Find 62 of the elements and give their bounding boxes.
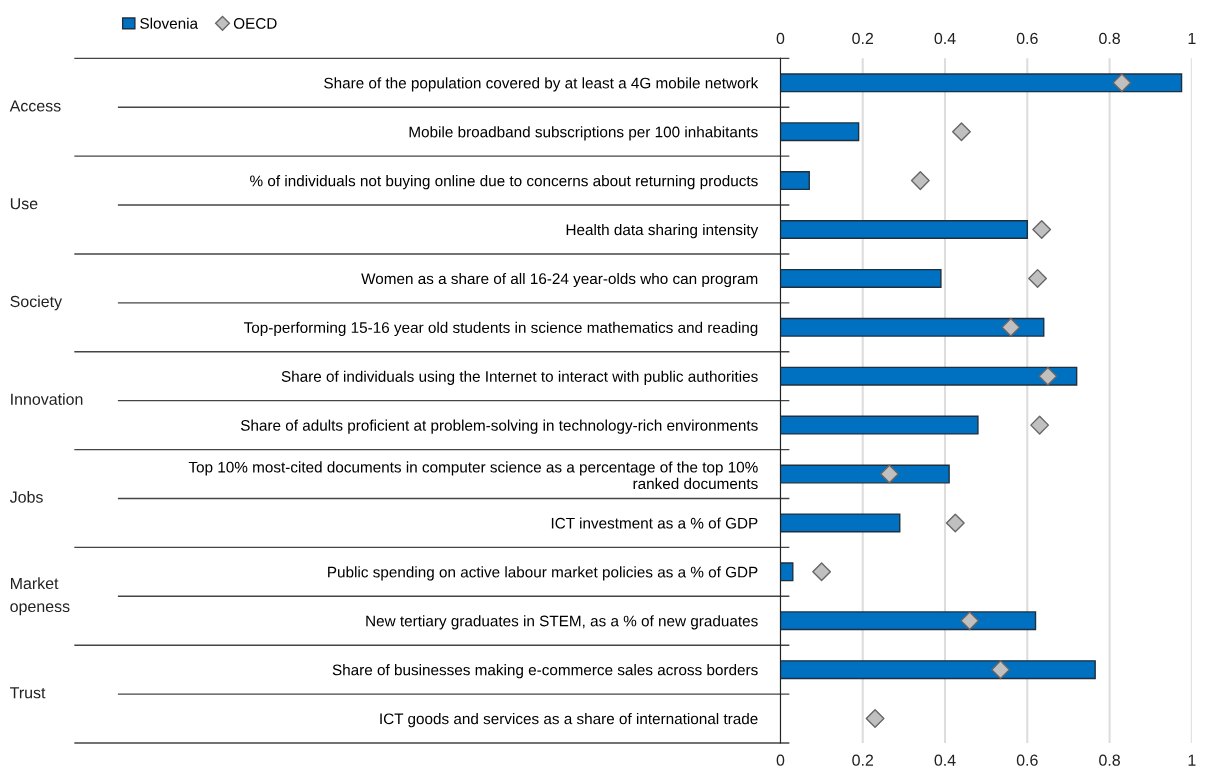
text: Jobs: [9, 491, 43, 503]
y-tick-label: Mobile broadband subscriptions per 100 inhabitants: [409, 126, 758, 141]
x2-tick-label: 0.6: [1016, 32, 1038, 45]
point: [991, 660, 1011, 680]
x2-tick-label: 0.8: [1099, 32, 1120, 45]
x-tick-label: 0: [776, 754, 785, 766]
bar: [780, 73, 1183, 93]
bar: [780, 268, 942, 288]
point: [879, 464, 899, 484]
y-tick-label: Share of individuals using the Internet to interact with public authorities: [281, 370, 758, 385]
y-tick-label: Share of the population covered by at least a 4G mobile network: [324, 77, 759, 92]
text: Society: [10, 295, 63, 311]
point: [945, 513, 965, 533]
bar: [780, 122, 860, 142]
bar: [780, 415, 979, 435]
point: [951, 122, 971, 142]
y-tick-label: ICT goods and services as a share of international trade: [380, 713, 758, 728]
x2-tick-label: 1: [1188, 32, 1196, 44]
bar: [780, 660, 1096, 680]
y-tick-label: % of individuals not buying online due to concerns about returning products: [250, 175, 758, 190]
point: [1038, 366, 1058, 386]
bar: [780, 513, 901, 533]
x2-tick-label: 0: [776, 32, 785, 45]
x-tick-label: 1: [1188, 754, 1196, 766]
x-tick-label: 0.8: [1099, 754, 1120, 766]
point: [1028, 268, 1048, 288]
bar: [780, 220, 1028, 240]
bar: [780, 464, 950, 484]
y-tick-label: Share of adults proficient at problem-solving in technology-rich environments: [240, 419, 758, 434]
point: [910, 171, 930, 191]
y-tick-label: ICT investment as a % of GDP: [551, 517, 758, 529]
text: Trust: [10, 687, 46, 699]
text: Market openess: [10, 577, 70, 616]
y-tick-label: Share of businesses making e-commerce sales across borders: [332, 664, 758, 679]
x-tick-label: 0.4: [934, 754, 956, 766]
point: [1030, 415, 1050, 435]
y-tick-label: Women as a share of all 16-24 year-olds who can program: [361, 272, 758, 288]
point: [1001, 317, 1021, 337]
point: [812, 562, 832, 582]
x2-tick-label: 0.4: [934, 32, 956, 45]
y-tick-label: Public spending on active labour market policies as a % of GDP: [328, 566, 758, 581]
bar: [780, 317, 1045, 337]
x-tick-label: 0.6: [1016, 754, 1038, 766]
bar: [780, 562, 794, 582]
y-tick-label: New tertiary graduates in STEM, as a % of new graduates: [366, 615, 758, 630]
y-tick-label: Top-performing 15-16 year old students in science mathematics and reading: [243, 321, 758, 337]
legend-label: Slovenia: [140, 17, 199, 29]
y-tick-label: Top 10% most-cited documents in computer science as a percentage of the top 10% ranked documents: [188, 461, 758, 490]
text: Use: [10, 198, 38, 210]
x-tick-label: 0.2: [852, 754, 874, 766]
legend-label: OECD: [233, 18, 277, 29]
point: [1032, 220, 1052, 239]
text: Access: [9, 100, 61, 112]
x2-tick-label: 0.2: [852, 32, 874, 45]
point: [865, 709, 885, 729]
text: Innovation: [11, 393, 83, 405]
bar: [780, 171, 810, 191]
point: [1112, 73, 1132, 93]
y-tick-label: Health data sharing intensity: [566, 223, 759, 239]
bar: [780, 611, 1037, 631]
point: [960, 611, 980, 631]
bar: [780, 366, 1078, 386]
